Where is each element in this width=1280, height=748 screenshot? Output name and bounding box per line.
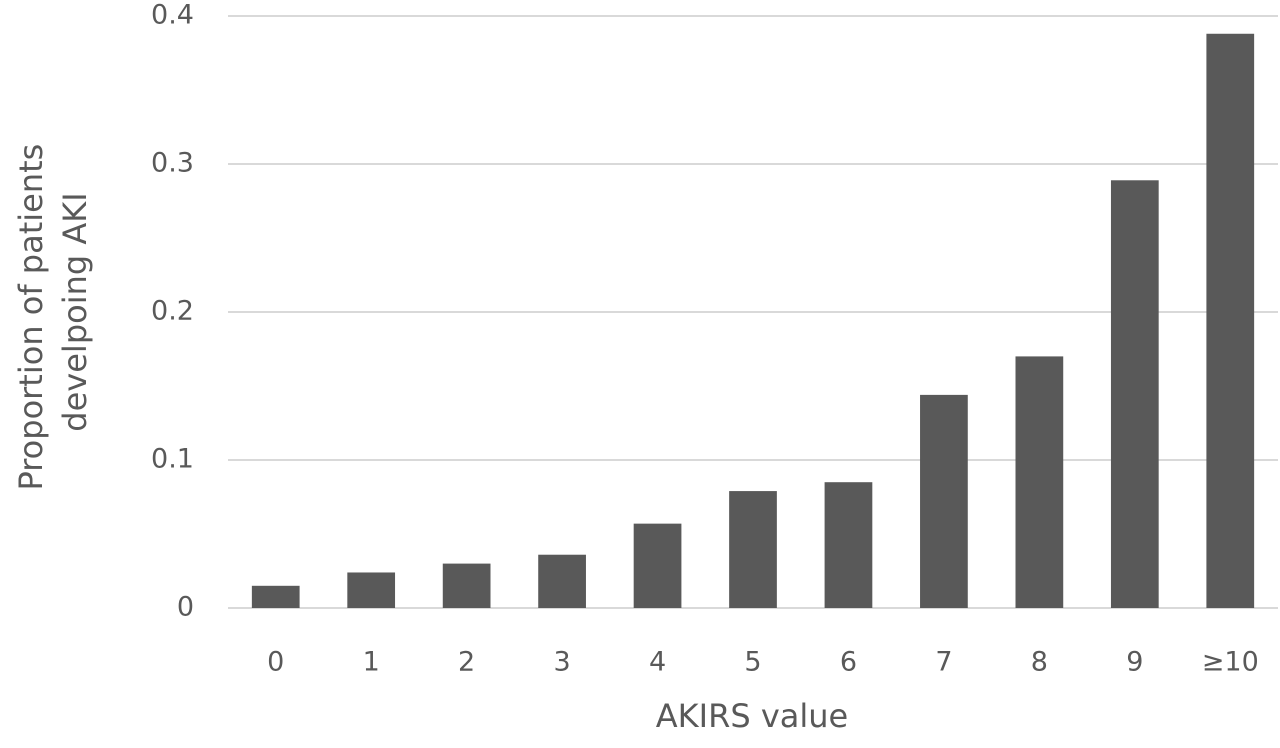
- x-tick-label: 9: [1126, 647, 1143, 678]
- x-tick-label: 5: [744, 647, 761, 678]
- bar-3: [538, 554, 586, 608]
- bar-2: [442, 563, 491, 608]
- bar-7: [920, 394, 968, 608]
- x-tick-label: ≥10: [1202, 647, 1259, 678]
- y-axis-title: Proportion of patients develpoing AKI: [12, 133, 94, 490]
- y-tick-label: 0: [177, 592, 194, 623]
- bar-10: [1206, 33, 1255, 608]
- x-tick-label: 2: [458, 647, 475, 678]
- y-axis-tick-labels: 0 0.1 0.2 0.3 0.4: [151, 0, 194, 623]
- x-tick-label: 0: [267, 647, 284, 678]
- x-tick-label: 3: [553, 647, 570, 678]
- x-tick-label: 7: [935, 647, 952, 678]
- y-axis-title-line-2: develpoing AKI: [56, 192, 94, 431]
- bar-4: [633, 523, 682, 608]
- bar-9: [1110, 180, 1159, 608]
- bar-6: [824, 482, 873, 608]
- x-tick-label: 6: [840, 647, 857, 678]
- y-tick-label: 0.2: [151, 296, 194, 327]
- x-axis-title: AKIRS value: [656, 697, 848, 735]
- x-tick-label: 8: [1031, 647, 1048, 678]
- y-tick-label: 0.3: [151, 148, 194, 179]
- x-tick-label: 4: [649, 647, 666, 678]
- bar-1: [347, 572, 396, 608]
- y-axis-title-line-1: Proportion of patients: [12, 144, 50, 491]
- x-axis-tick-labels: 0 1 2 3 4 5 6 7 8 9 ≥10: [267, 647, 1259, 678]
- bar-8: [1015, 356, 1064, 608]
- bars: [251, 33, 1255, 608]
- bar-5: [729, 491, 777, 608]
- x-tick-label: 1: [363, 647, 380, 678]
- y-tick-label: 0.1: [151, 444, 194, 475]
- bar-0: [251, 585, 300, 608]
- gridlines: [228, 15, 1278, 609]
- y-tick-label: 0.4: [151, 0, 194, 31]
